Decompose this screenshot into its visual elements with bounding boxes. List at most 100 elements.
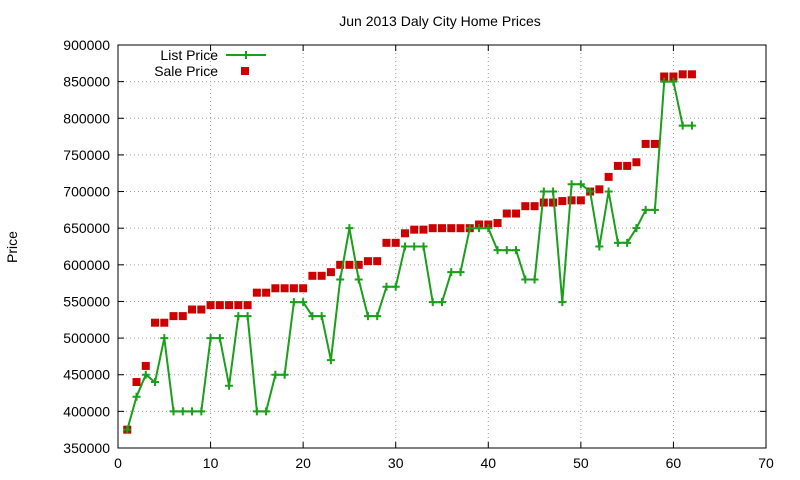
sale-price-point [345, 260, 354, 269]
sale-price-point [400, 229, 409, 238]
sale-price-point [521, 202, 530, 211]
sale-price-point [558, 197, 567, 206]
sale-price-point [188, 305, 197, 314]
list-price-point [521, 275, 530, 284]
list-price-point [400, 242, 409, 251]
sale-price-point [234, 301, 243, 310]
list-price-point [326, 356, 335, 365]
list-price-point [391, 282, 400, 291]
sale-price-point [493, 219, 502, 228]
legend: List Price Sale Price [154, 47, 266, 79]
y-axis-label: Price [4, 231, 20, 263]
series-sale-price [123, 70, 696, 434]
list-price-point [604, 187, 613, 196]
sale-price-point [252, 288, 261, 297]
sale-price-point [623, 161, 632, 170]
grid-lines [118, 45, 766, 448]
sale-price-point [132, 378, 141, 387]
list-price-point [178, 407, 187, 416]
sale-price-point [317, 271, 326, 280]
list-price-point [382, 282, 391, 291]
sale-price-point [641, 139, 650, 148]
y-tick-label: 850000 [63, 74, 110, 90]
list-price-point [549, 187, 558, 196]
sale-price-point [243, 301, 252, 310]
x-tick-label: 50 [573, 455, 589, 471]
y-tick-label: 650000 [63, 220, 110, 236]
sale-price-point [595, 185, 604, 194]
list-price-point [687, 121, 696, 130]
list-price-point [354, 275, 363, 284]
list-price-point [613, 238, 622, 247]
y-tick-label: 900000 [63, 37, 110, 53]
x-tick-label: 20 [295, 455, 311, 471]
list-price-point [678, 121, 687, 130]
sale-price-point [326, 268, 335, 277]
list-price-point [262, 407, 271, 416]
sale-price-point [336, 260, 345, 269]
sale-price-point [613, 161, 622, 170]
list-price-point [151, 378, 160, 387]
list-price-point [623, 238, 632, 247]
list-price-point [530, 275, 539, 284]
sale-price-point [280, 284, 289, 293]
sale-price-point [262, 288, 271, 297]
list-price-point [299, 298, 308, 307]
sale-price-point [687, 70, 696, 79]
sale-price-point [363, 257, 372, 266]
list-price-point [188, 407, 197, 416]
list-price-point [280, 370, 289, 379]
sale-price-point [438, 224, 446, 233]
list-price-point [567, 180, 576, 189]
sale-price-point [512, 209, 521, 218]
sale-price-point [178, 312, 187, 321]
x-tick-label: 70 [758, 455, 774, 471]
sale-price-point [169, 312, 178, 321]
list-price-point [317, 312, 326, 321]
list-price-point [336, 275, 345, 284]
list-price-point [308, 312, 317, 321]
sale-price-point [215, 301, 224, 310]
y-tick-label: 600000 [63, 257, 110, 273]
legend-label-list-price: List Price [160, 47, 218, 63]
sale-price-point [225, 301, 234, 310]
legend-marker-list-price [242, 51, 250, 59]
plot-frame [117, 44, 767, 449]
list-price-point [345, 224, 354, 233]
list-price-point [586, 187, 595, 196]
sale-price-point [151, 318, 160, 327]
list-price-point [197, 407, 206, 416]
list-price-point [169, 407, 178, 416]
sale-price-point [604, 172, 613, 181]
list-price-point [558, 298, 567, 307]
list-price-point [225, 381, 234, 390]
x-tick-label: 40 [480, 455, 496, 471]
list-price-point [502, 246, 511, 255]
sale-price-point [632, 158, 641, 167]
series-list-price [123, 77, 696, 434]
sale-price-point [271, 284, 280, 293]
list-price-point [243, 312, 252, 321]
list-price-point [363, 312, 372, 321]
list-price-point [206, 334, 215, 343]
sale-price-point [456, 224, 465, 233]
y-tick-label: 550000 [63, 293, 110, 309]
y-tick-label: 450000 [63, 367, 110, 383]
list-price-point [428, 298, 437, 307]
sale-price-point [410, 225, 419, 234]
x-tick-label: 0 [114, 455, 122, 471]
list-price-point [539, 187, 548, 196]
list-price-point [123, 425, 132, 434]
list-price-point [650, 205, 659, 214]
list-price-point [475, 224, 484, 233]
legend-label-sale-price: Sale Price [154, 63, 218, 79]
sale-price-point [650, 139, 659, 148]
y-tick-label: 700000 [63, 184, 110, 200]
sale-price-point [382, 238, 391, 247]
sale-price-point [197, 305, 206, 314]
sale-price-point [373, 257, 382, 266]
list-price-point [252, 407, 261, 416]
sale-price-point [419, 225, 428, 234]
list-price-point [660, 77, 669, 86]
